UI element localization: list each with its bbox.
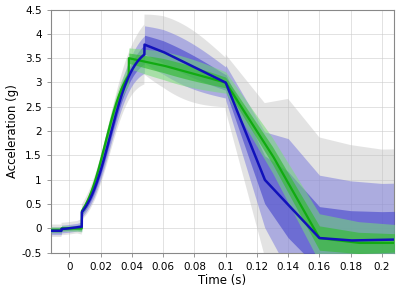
X-axis label: Time (s): Time (s) <box>198 275 246 287</box>
Y-axis label: Acceleration (g): Acceleration (g) <box>6 84 18 178</box>
